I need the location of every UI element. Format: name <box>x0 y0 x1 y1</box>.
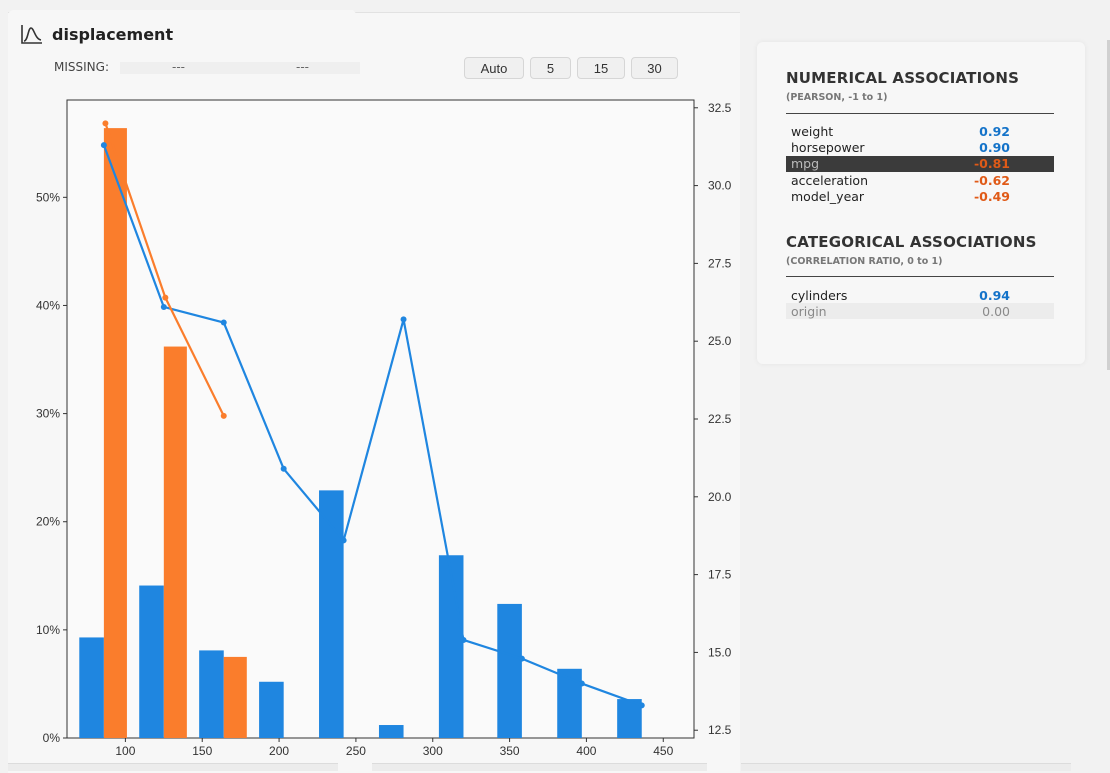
blue-bar <box>319 490 344 738</box>
blue-series-point <box>340 537 347 544</box>
x-tick-label: 450 <box>653 744 673 758</box>
bins-15-button[interactable]: 15 <box>577 57 625 79</box>
categorical-associations-title: CATEGORICAL ASSOCIATIONS <box>786 233 1037 251</box>
association-row-horsepower[interactable]: horsepower 0.90 <box>786 139 1054 155</box>
y-left-tick-label: 50% <box>36 190 60 204</box>
orange-series-point <box>102 120 109 127</box>
y-left-tick-label: 20% <box>36 515 60 529</box>
numerical-associations-subtitle: (PEARSON, -1 to 1) <box>786 92 888 103</box>
association-row-weight[interactable]: weight 0.92 <box>786 123 1054 139</box>
divider <box>786 276 1054 277</box>
missing-count: --- <box>172 60 185 74</box>
association-row-acceleration[interactable]: acceleration -0.62 <box>786 172 1054 188</box>
y-right-tick-label: 22.5 <box>708 412 732 426</box>
blue-series-point <box>578 680 585 687</box>
orange-bar <box>103 128 127 739</box>
blue-bar <box>259 681 284 738</box>
association-value: 0.90 <box>979 139 1010 155</box>
blue-series-point <box>638 702 645 709</box>
scrollbar[interactable] <box>1107 40 1110 370</box>
blue-bar <box>139 585 164 738</box>
y-right-tick-label: 17.5 <box>708 568 732 582</box>
association-row-origin[interactable]: origin 0.00 <box>786 303 1054 320</box>
bins-auto-button[interactable]: Auto <box>464 57 524 79</box>
blue-bar <box>438 555 464 738</box>
association-name: cylinders <box>791 287 848 303</box>
blue-bar <box>557 668 582 738</box>
orange-bar <box>163 346 187 738</box>
blue-series-point <box>220 319 227 326</box>
blue-series-line <box>102 144 643 707</box>
y-right-tick-label: 12.5 <box>708 723 732 737</box>
association-name: weight <box>791 123 834 139</box>
distribution-curve-icon <box>21 25 42 44</box>
y-left-tick-label: 0% <box>43 731 61 745</box>
association-value: 0.00 <box>982 303 1010 319</box>
feature-tab <box>8 10 388 50</box>
blue-series-point <box>160 303 167 310</box>
blue-bar <box>199 650 224 738</box>
orange-series-point <box>162 294 169 301</box>
bins-30-button[interactable]: 30 <box>631 57 678 79</box>
blue-series-point <box>460 636 467 643</box>
y-left-tick-label: 10% <box>36 623 60 637</box>
y-right-tick-label: 27.5 <box>708 256 732 270</box>
blue-bar <box>79 637 104 738</box>
association-value: -0.49 <box>973 189 1010 205</box>
association-name: model_year <box>791 189 865 205</box>
y-right-tick-label: 25.0 <box>708 334 732 348</box>
categorical-associations-subtitle: (CORRELATION RATIO, 0 to 1) <box>786 256 943 267</box>
x-tick-label: 300 <box>423 744 443 758</box>
associations-card: NUMERICAL ASSOCIATIONS (PEARSON, -1 to 1… <box>757 42 1085 364</box>
blue-series-point <box>100 142 107 149</box>
blue-bar <box>617 699 642 738</box>
next-card-tab <box>372 763 707 771</box>
association-row-cylinders[interactable]: cylinders 0.94 <box>786 287 1054 303</box>
x-tick-label: 400 <box>576 744 596 758</box>
blue-bar <box>378 725 404 738</box>
association-name: origin <box>791 303 827 319</box>
association-name: mpg <box>791 156 820 172</box>
y-right-tick-label: 15.0 <box>708 645 732 659</box>
histogram-chart: 0% 10% 20% 30% 40% 50% 12.5 15.0 17.5 20.0 22.5 25.… <box>36 99 732 758</box>
missing-bar <box>120 62 360 74</box>
x-tick-label: 200 <box>269 744 289 758</box>
association-name: horsepower <box>791 139 865 155</box>
association-name: acceleration <box>791 172 869 188</box>
x-tick-label: 150 <box>192 744 212 758</box>
y-right-tick-label: 30.0 <box>708 179 732 193</box>
missing-label: MISSING: <box>54 60 109 74</box>
orange-bar <box>223 656 247 738</box>
orange-series-point <box>220 412 227 419</box>
y-right-tick-label: 20.0 <box>708 490 732 504</box>
association-value: -0.62 <box>973 172 1010 188</box>
y-left-tick-label: 30% <box>36 407 60 421</box>
divider <box>786 113 1054 114</box>
next-card-tab <box>741 763 1071 771</box>
association-value: -0.81 <box>973 156 1010 172</box>
feature-header: displacement <box>20 22 173 46</box>
association-value: 0.92 <box>979 123 1010 139</box>
blue-series-point <box>400 316 407 323</box>
association-row-model-year[interactable]: model_year -0.49 <box>786 189 1054 205</box>
x-tick-label: 250 <box>346 744 366 758</box>
numerical-associations-title: NUMERICAL ASSOCIATIONS <box>786 69 1020 87</box>
association-row-mpg[interactable]: mpg -0.81 <box>786 155 1054 172</box>
blue-series-point <box>518 655 525 662</box>
y-left-tick-label: 40% <box>36 298 60 312</box>
blue-series-point <box>280 465 287 472</box>
association-value: 0.94 <box>979 287 1010 303</box>
feature-title: displacement <box>52 24 174 44</box>
blue-bar <box>497 603 522 738</box>
x-tick-label: 100 <box>115 744 135 758</box>
y-right-tick-label: 32.5 <box>708 101 732 115</box>
bins-5-button[interactable]: 5 <box>530 57 571 79</box>
x-tick-label: 350 <box>500 744 520 758</box>
missing-percent: --- <box>296 60 309 74</box>
next-card-tab <box>8 763 338 771</box>
